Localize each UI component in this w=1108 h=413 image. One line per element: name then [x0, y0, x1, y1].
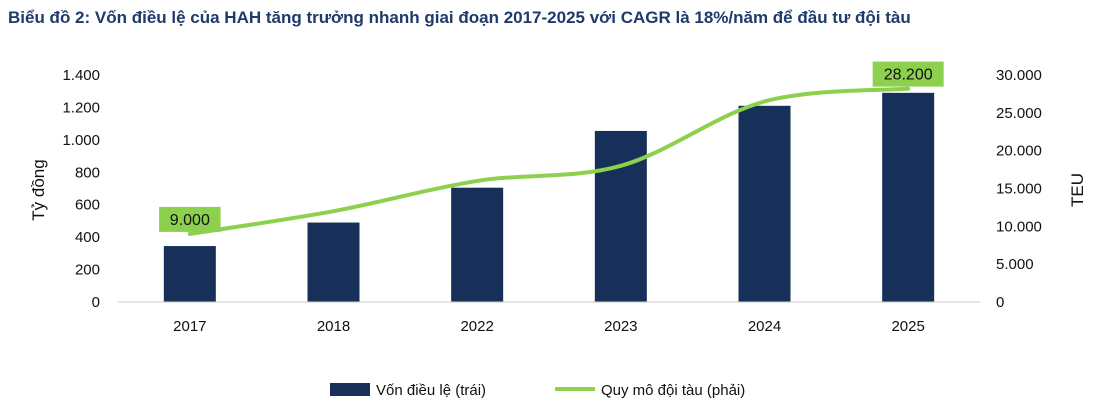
- y-axis-title-left: Tỷ đồng: [29, 159, 48, 220]
- y-tick-right: 10.000: [996, 218, 1042, 235]
- x-tick-label: 2018: [317, 318, 350, 335]
- legend-swatch-bar: [330, 383, 370, 396]
- x-tick-label: 2017: [173, 318, 206, 335]
- bar-2017: [163, 246, 216, 302]
- y-tick-left: 600: [75, 197, 100, 214]
- y-tick-left: 1.000: [62, 132, 100, 149]
- y-tick-left: 400: [75, 229, 100, 246]
- annotations-layer: 9.000 28.200: [159, 61, 944, 232]
- data-label-box: [872, 61, 944, 87]
- bars-layer: [163, 92, 935, 302]
- y-tick-left: 1.400: [62, 67, 100, 84]
- legend: Vốn điều lệ (trái) Quy mô đội tàu (phải): [330, 382, 745, 399]
- y-axis-title-right: TEU: [1068, 173, 1087, 207]
- y-tick-left: 200: [75, 262, 100, 279]
- bar-2023: [594, 130, 647, 302]
- bar-2024: [738, 105, 791, 302]
- ticks-layer: 0 200 400 600 800 1.000 1.200 1.400 0 5.000 10.000…: [62, 67, 1041, 335]
- data-label: 28.200: [884, 67, 933, 84]
- y-tick-left: 0: [92, 294, 100, 311]
- x-tick-label: 2025: [891, 318, 924, 335]
- legend-label-line: Quy mô đội tàu (phải): [601, 382, 745, 399]
- y-tick-left: 800: [75, 164, 100, 181]
- y-tick-right: 30.000: [996, 67, 1042, 84]
- line-layer: [187, 86, 911, 236]
- data-label-box: [159, 206, 221, 232]
- data-label: 9.000: [170, 212, 210, 229]
- bar-2022: [451, 187, 504, 302]
- legend-label-bar: Vốn điều lệ (trái): [376, 382, 486, 399]
- fleet-size-line: [187, 86, 911, 236]
- x-tick-label: 2022: [460, 318, 493, 335]
- bar-2018: [307, 222, 360, 302]
- x-tick-label: 2024: [748, 318, 781, 335]
- y-tick-right: 20.000: [996, 143, 1042, 160]
- bar-2025: [882, 92, 935, 302]
- y-tick-right: 25.000: [996, 105, 1042, 122]
- y-tick-left: 1.200: [62, 99, 100, 116]
- y-tick-right: 0: [996, 294, 1004, 311]
- y-tick-right: 15.000: [996, 181, 1042, 198]
- x-tick-label: 2023: [604, 318, 637, 335]
- y-tick-right: 5.000: [996, 256, 1034, 273]
- chart-title: Biểu đồ 2: Vốn điều lệ của HAH tăng trưở…: [8, 8, 911, 27]
